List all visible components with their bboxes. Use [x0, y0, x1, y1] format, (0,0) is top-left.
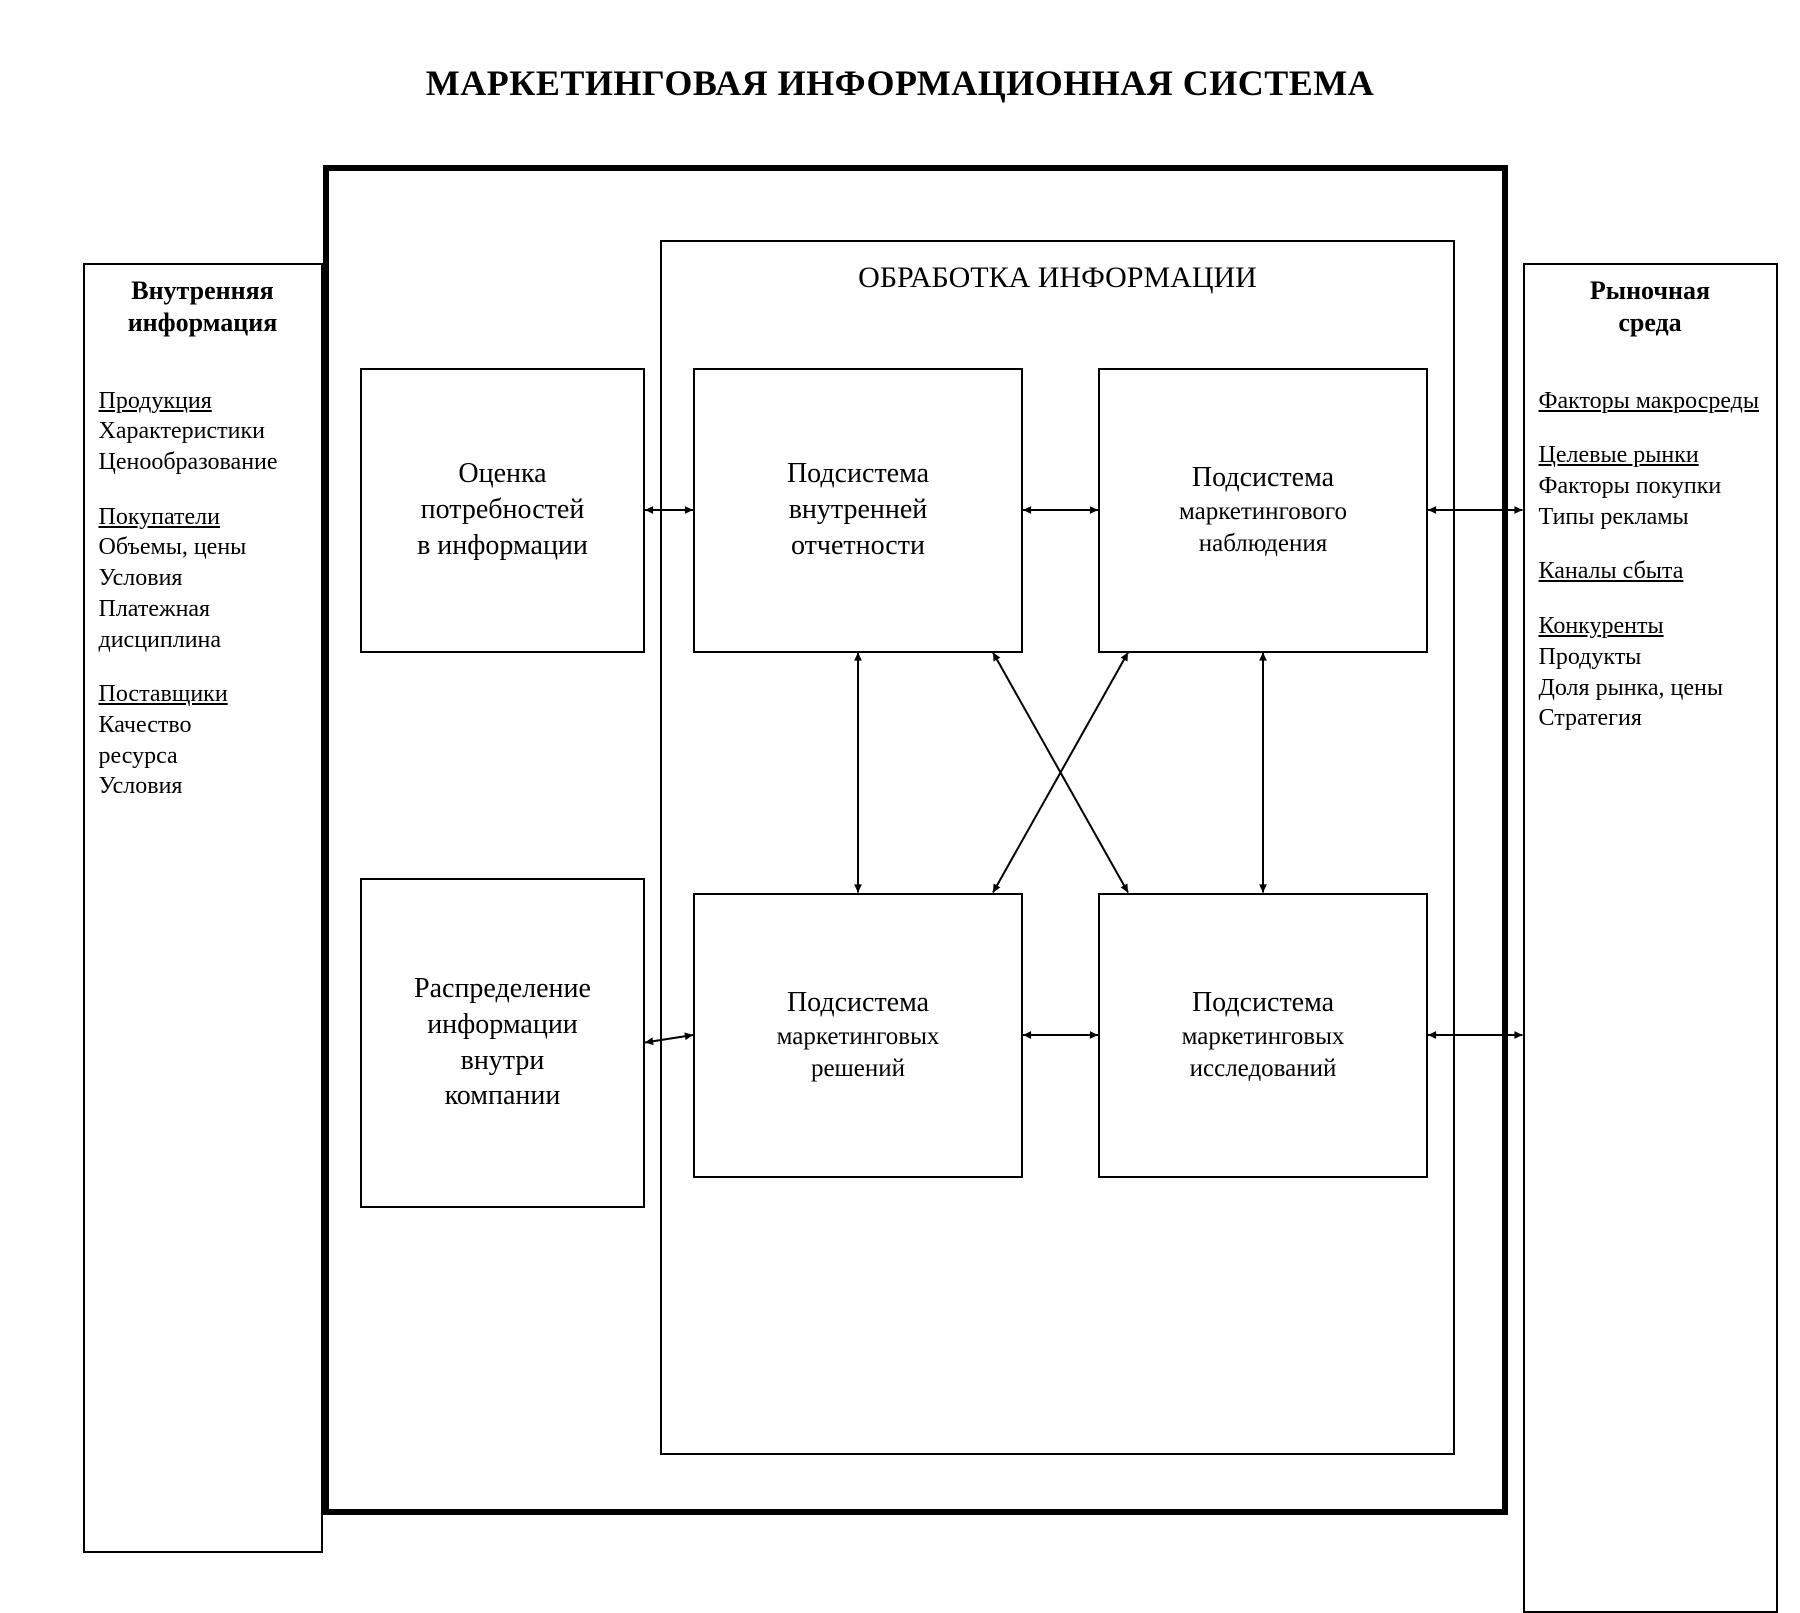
page-title: МАРКЕТИНГОВАЯ ИНФОРМАЦИОННАЯ СИСТЕМА: [0, 62, 1800, 104]
right-panel-title-line-1: Рыночная: [1590, 276, 1710, 305]
processing-title: ОБРАБОТКА ИНФОРМАЦИИ: [660, 261, 1455, 295]
panel-group-item: Стратегия: [1539, 703, 1762, 734]
panel-group-item: Продукты: [1539, 642, 1762, 673]
left-panel-internal-info: Внутренняя информация ПродукцияХарактери…: [83, 263, 323, 1553]
panel-group-item: ресурса: [99, 741, 307, 772]
panel-group-head: Факторы макросреды: [1539, 386, 1762, 417]
node-marketing-decisions-subsystem: Подсистемамаркетинговыхрешений: [693, 893, 1023, 1178]
panel-group-head: Конкуренты: [1539, 611, 1762, 642]
node-needs-assessment: Оценкапотребностейв информации: [360, 368, 645, 653]
panel-group-item: Объемы, цены: [99, 532, 307, 563]
right-panel-title: Рыночная среда: [1525, 275, 1776, 340]
panel-group-item: Ценообразование: [99, 447, 307, 478]
right-panel-body: Факторы макросреды Целевые рынкиФакторы п…: [1525, 340, 1776, 748]
node-marketing-research-subsystem: Подсистемамаркетинговыхисследований: [1098, 893, 1428, 1178]
panel-group-head: Покупатели: [99, 502, 307, 533]
panel-group-head: Целевые рынки: [1539, 440, 1762, 471]
left-panel-body: ПродукцияХарактеристикиЦенообразование По…: [85, 340, 321, 817]
page: МАРКЕТИНГОВАЯ ИНФОРМАЦИОННАЯ СИСТЕМА 5 О…: [0, 0, 1800, 1350]
panel-group-item: Характеристики: [99, 416, 307, 447]
panel-group-head: Поставщики: [99, 679, 307, 710]
panel-group-item: Факторы покупки: [1539, 471, 1762, 502]
panel-group-item: Условия: [99, 563, 307, 594]
panel-group-item: Качество: [99, 710, 307, 741]
node-internal-reporting-subsystem: Подсистемавнутреннейотчетности: [693, 368, 1023, 653]
panel-group-item: дисциплина: [99, 625, 307, 656]
panel-group-head: Каналы сбыта: [1539, 556, 1762, 587]
panel-group-item: Условия: [99, 771, 307, 802]
panel-group-item: Платежная: [99, 594, 307, 625]
left-panel-title-line-2: информация: [128, 308, 278, 337]
panel-group-item: Доля рынка, цены: [1539, 673, 1762, 704]
node-information-distribution: Распределениеинформациивнутрикомпании: [360, 878, 645, 1208]
panel-group-item: Типы рекламы: [1539, 502, 1762, 533]
right-panel-market-env: Рыночная среда Факторы макросреды Целевые…: [1523, 263, 1778, 1613]
left-panel-title-line-1: Внутренняя: [131, 276, 274, 305]
panel-group-head: Продукция: [99, 386, 307, 417]
node-marketing-observation-subsystem: Подсистемамаркетинговогонаблюдения: [1098, 368, 1428, 653]
left-panel-title: Внутренняя информация: [85, 275, 321, 340]
right-panel-title-line-2: среда: [1618, 308, 1681, 337]
